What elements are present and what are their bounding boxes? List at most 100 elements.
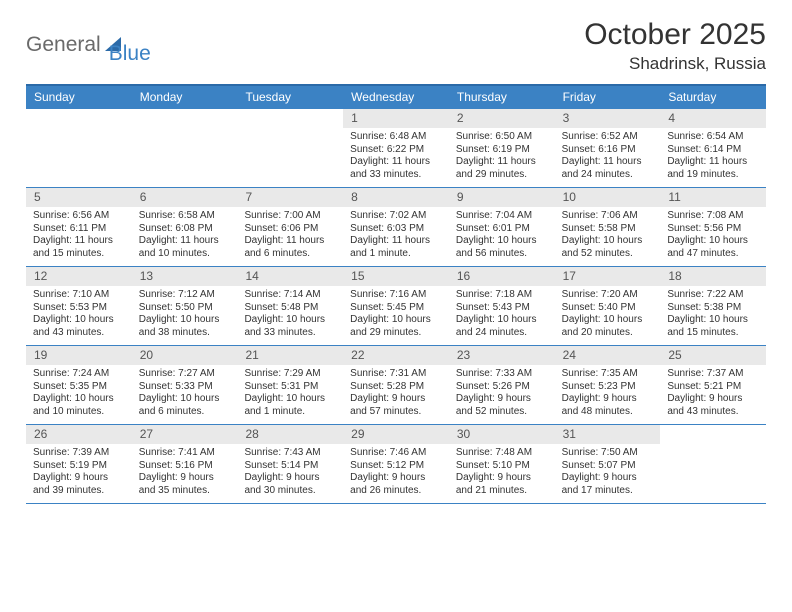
day-cell: 29Sunrise: 7:46 AMSunset: 5:12 PMDayligh… [343,425,449,503]
day-body: Sunrise: 7:46 AMSunset: 5:12 PMDaylight:… [343,444,449,501]
day-cell [660,425,766,503]
day-cell: 8Sunrise: 7:02 AMSunset: 6:03 PMDaylight… [343,188,449,266]
daylight-line: Daylight: 11 hours and 19 minutes. [667,156,759,181]
sunrise-line: Sunrise: 7:27 AM [139,368,231,381]
day-body: Sunrise: 7:50 AMSunset: 5:07 PMDaylight:… [555,444,661,501]
day-body: Sunrise: 7:04 AMSunset: 6:01 PMDaylight:… [449,207,555,264]
day-body: Sunrise: 7:16 AMSunset: 5:45 PMDaylight:… [343,286,449,343]
day-number: 3 [555,109,661,128]
day-number: 14 [237,267,343,286]
header: General Blue October 2025 Shadrinsk, Rus… [26,18,766,74]
day-cell: 2Sunrise: 6:50 AMSunset: 6:19 PMDaylight… [449,109,555,187]
day-body: Sunrise: 6:50 AMSunset: 6:19 PMDaylight:… [449,128,555,185]
sunrise-line: Sunrise: 7:16 AM [350,289,442,302]
sunset-line: Sunset: 6:06 PM [244,223,336,236]
day-body: Sunrise: 7:02 AMSunset: 6:03 PMDaylight:… [343,207,449,264]
day-body: Sunrise: 6:48 AMSunset: 6:22 PMDaylight:… [343,128,449,185]
day-number: 8 [343,188,449,207]
sunrise-line: Sunrise: 6:52 AM [562,131,654,144]
daylight-line: Daylight: 9 hours and 35 minutes. [139,472,231,497]
sunrise-line: Sunrise: 7:18 AM [456,289,548,302]
sunset-line: Sunset: 5:12 PM [350,460,442,473]
sunrise-line: Sunrise: 7:04 AM [456,210,548,223]
sunset-line: Sunset: 5:58 PM [562,223,654,236]
day-number: 25 [660,346,766,365]
sunset-line: Sunset: 5:43 PM [456,302,548,315]
sunrise-line: Sunrise: 7:12 AM [139,289,231,302]
sunset-line: Sunset: 5:21 PM [667,381,759,394]
day-header-row: SundayMondayTuesdayWednesdayThursdayFrid… [26,86,766,109]
day-body: Sunrise: 7:31 AMSunset: 5:28 PMDaylight:… [343,365,449,422]
daylight-line: Daylight: 9 hours and 17 minutes. [562,472,654,497]
brand-logo: General Blue [26,24,151,66]
day-body: Sunrise: 7:08 AMSunset: 5:56 PMDaylight:… [660,207,766,264]
day-number: 1 [343,109,449,128]
sunrise-line: Sunrise: 7:29 AM [244,368,336,381]
sunset-line: Sunset: 5:38 PM [667,302,759,315]
sunrise-line: Sunrise: 6:50 AM [456,131,548,144]
day-number: 26 [26,425,132,444]
weeks-container: 1Sunrise: 6:48 AMSunset: 6:22 PMDaylight… [26,109,766,504]
day-cell: 26Sunrise: 7:39 AMSunset: 5:19 PMDayligh… [26,425,132,503]
day-body: Sunrise: 6:56 AMSunset: 6:11 PMDaylight:… [26,207,132,264]
day-cell: 14Sunrise: 7:14 AMSunset: 5:48 PMDayligh… [237,267,343,345]
day-cell: 17Sunrise: 7:20 AMSunset: 5:40 PMDayligh… [555,267,661,345]
day-number: 19 [26,346,132,365]
day-body: Sunrise: 7:48 AMSunset: 5:10 PMDaylight:… [449,444,555,501]
daylight-line: Daylight: 10 hours and 6 minutes. [139,393,231,418]
day-body: Sunrise: 7:06 AMSunset: 5:58 PMDaylight:… [555,207,661,264]
sunrise-line: Sunrise: 7:08 AM [667,210,759,223]
daylight-line: Daylight: 10 hours and 10 minutes. [33,393,125,418]
daylight-line: Daylight: 10 hours and 1 minute. [244,393,336,418]
week-row: 26Sunrise: 7:39 AMSunset: 5:19 PMDayligh… [26,425,766,504]
day-number: 2 [449,109,555,128]
day-body: Sunrise: 7:10 AMSunset: 5:53 PMDaylight:… [26,286,132,343]
sunrise-line: Sunrise: 7:02 AM [350,210,442,223]
day-header: Sunday [26,86,132,109]
daylight-line: Daylight: 9 hours and 43 minutes. [667,393,759,418]
sunrise-line: Sunrise: 7:10 AM [33,289,125,302]
day-cell: 1Sunrise: 6:48 AMSunset: 6:22 PMDaylight… [343,109,449,187]
sunset-line: Sunset: 5:23 PM [562,381,654,394]
day-cell: 30Sunrise: 7:48 AMSunset: 5:10 PMDayligh… [449,425,555,503]
sunset-line: Sunset: 5:53 PM [33,302,125,315]
daylight-line: Daylight: 10 hours and 24 minutes. [456,314,548,339]
day-body: Sunrise: 7:18 AMSunset: 5:43 PMDaylight:… [449,286,555,343]
day-cell [26,109,132,187]
day-cell: 31Sunrise: 7:50 AMSunset: 5:07 PMDayligh… [555,425,661,503]
day-cell: 4Sunrise: 6:54 AMSunset: 6:14 PMDaylight… [660,109,766,187]
day-cell: 11Sunrise: 7:08 AMSunset: 5:56 PMDayligh… [660,188,766,266]
day-number: 30 [449,425,555,444]
daylight-line: Daylight: 10 hours and 29 minutes. [350,314,442,339]
daylight-line: Daylight: 10 hours and 38 minutes. [139,314,231,339]
day-number: 31 [555,425,661,444]
daylight-line: Daylight: 9 hours and 30 minutes. [244,472,336,497]
day-cell: 12Sunrise: 7:10 AMSunset: 5:53 PMDayligh… [26,267,132,345]
daylight-line: Daylight: 11 hours and 33 minutes. [350,156,442,181]
day-number: 27 [132,425,238,444]
sunset-line: Sunset: 6:11 PM [33,223,125,236]
day-number: 15 [343,267,449,286]
sunrise-line: Sunrise: 7:41 AM [139,447,231,460]
day-body: Sunrise: 7:43 AMSunset: 5:14 PMDaylight:… [237,444,343,501]
day-body: Sunrise: 6:58 AMSunset: 6:08 PMDaylight:… [132,207,238,264]
title-block: October 2025 Shadrinsk, Russia [584,18,766,74]
sunset-line: Sunset: 5:14 PM [244,460,336,473]
sunset-line: Sunset: 5:31 PM [244,381,336,394]
sunset-line: Sunset: 5:45 PM [350,302,442,315]
day-number: 20 [132,346,238,365]
sunrise-line: Sunrise: 7:24 AM [33,368,125,381]
daylight-line: Daylight: 9 hours and 26 minutes. [350,472,442,497]
sunset-line: Sunset: 5:19 PM [33,460,125,473]
calendar: SundayMondayTuesdayWednesdayThursdayFrid… [26,84,766,504]
day-body: Sunrise: 6:54 AMSunset: 6:14 PMDaylight:… [660,128,766,185]
sunrise-line: Sunrise: 7:48 AM [456,447,548,460]
day-header: Monday [132,86,238,109]
daylight-line: Daylight: 11 hours and 1 minute. [350,235,442,260]
week-row: 5Sunrise: 6:56 AMSunset: 6:11 PMDaylight… [26,188,766,267]
sunset-line: Sunset: 5:35 PM [33,381,125,394]
sunrise-line: Sunrise: 7:22 AM [667,289,759,302]
day-body: Sunrise: 7:14 AMSunset: 5:48 PMDaylight:… [237,286,343,343]
daylight-line: Daylight: 11 hours and 6 minutes. [244,235,336,260]
day-body: Sunrise: 7:20 AMSunset: 5:40 PMDaylight:… [555,286,661,343]
